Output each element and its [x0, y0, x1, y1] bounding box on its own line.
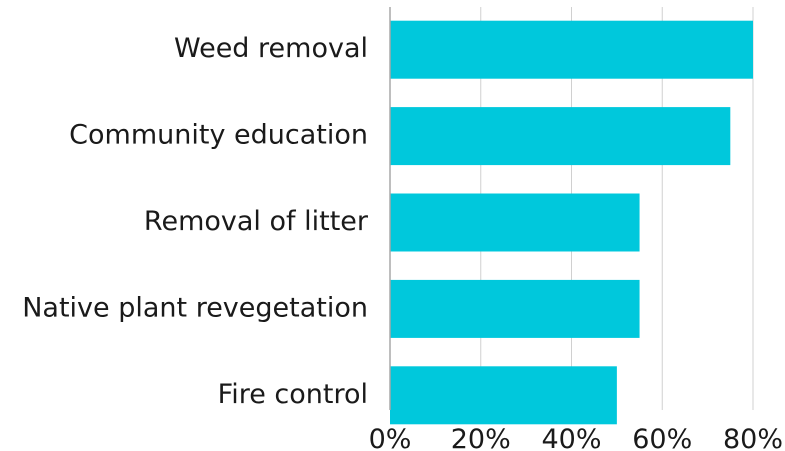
bar — [390, 107, 731, 166]
x-tick-label: 80% — [723, 424, 783, 451]
x-tick-labels: 0% 20% 40% 60% 80% — [369, 424, 783, 451]
category-label: Native plant revegetation — [22, 292, 368, 323]
category-label: Community education — [69, 120, 368, 151]
x-tick-label: 20% — [451, 424, 511, 451]
category-label: Weed removal — [174, 33, 368, 64]
bars — [390, 20, 753, 425]
category-labels: Weed removal Community education Removal o… — [22, 33, 369, 410]
x-tick-label: 0% — [369, 424, 412, 451]
bar — [390, 366, 617, 425]
bar — [390, 193, 640, 252]
bar — [390, 20, 753, 79]
bar — [390, 279, 640, 338]
x-tick-label: 40% — [541, 424, 601, 451]
category-label: Fire control — [218, 379, 368, 410]
category-label: Removal of litter — [144, 206, 369, 237]
x-tick-label: 60% — [632, 424, 692, 451]
